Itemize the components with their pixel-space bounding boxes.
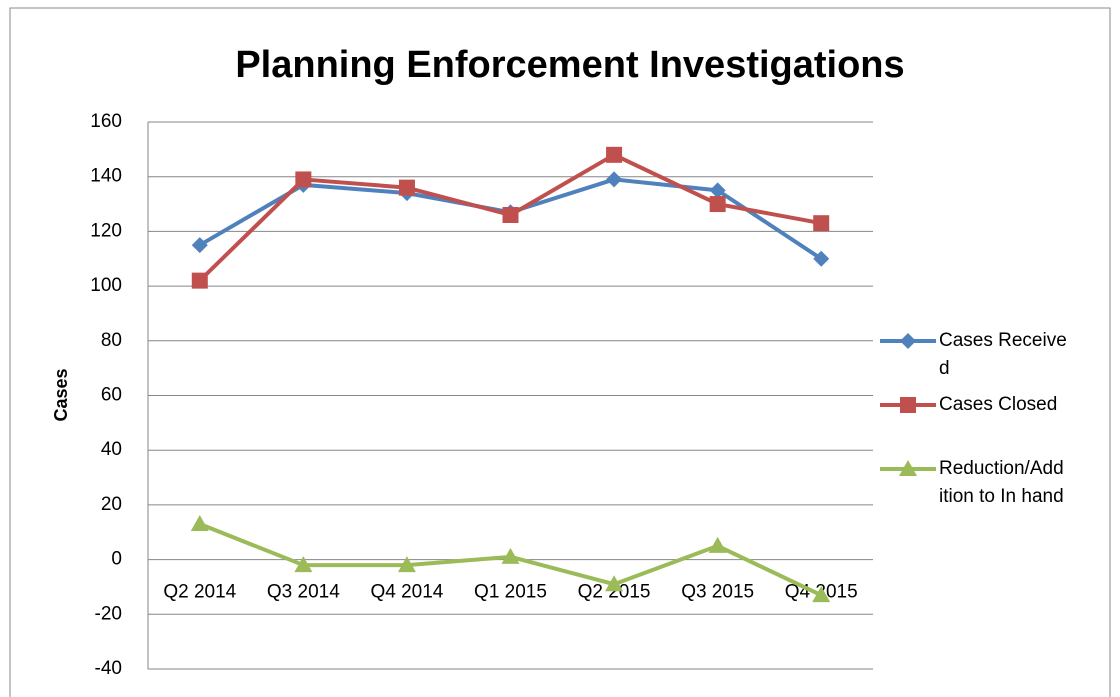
x-tick-label: Q2 2015 [578,582,651,603]
data-point [398,179,415,196]
data-point [709,196,726,213]
legend-label: Cases Received [939,330,1067,379]
y-tick-label: 40 [101,439,122,460]
legend-label: Cases Closed [939,394,1058,415]
data-point [501,547,520,564]
y-tick-label: -20 [95,603,122,624]
y-tick-label: -40 [95,658,122,679]
x-tick-label: Q3 2015 [681,582,754,603]
data-point [606,171,623,188]
data-point [190,515,209,532]
data-point [191,272,208,289]
data-point [812,586,831,603]
data-point [295,171,312,188]
x-tick-label: Q1 2015 [474,582,547,603]
x-tick-label: Q4 2014 [370,582,443,603]
y-tick-label: 140 [90,166,122,187]
data-point [708,536,727,553]
chart-border [9,7,1111,697]
y-axis-label: Cases [51,368,71,421]
x-tick-label: Q3 2014 [267,582,340,603]
data-point [709,182,726,199]
y-tick-label: 160 [90,111,122,132]
legend-marker [899,460,917,476]
data-point [606,146,623,163]
y-tick-label: 100 [90,275,122,296]
y-tick-label: 20 [101,494,122,515]
y-tick-label: 120 [90,220,122,241]
data-point [813,250,830,267]
data-point [605,575,624,592]
y-tick-label: 60 [101,385,122,406]
data-point [397,556,416,573]
y-tick-label: 80 [101,330,122,351]
data-point [294,556,313,573]
legend-marker [900,397,916,413]
data-point [502,206,519,223]
y-tick-label: 0 [111,549,122,570]
legend-marker [900,333,916,349]
data-point [191,237,208,254]
legend-label: Reduction/Addition to In hand [939,458,1064,507]
x-tick-label: Q2 2014 [163,582,236,603]
chart-title: Planning Enforcement Investigations [235,44,904,86]
data-point [813,215,830,232]
